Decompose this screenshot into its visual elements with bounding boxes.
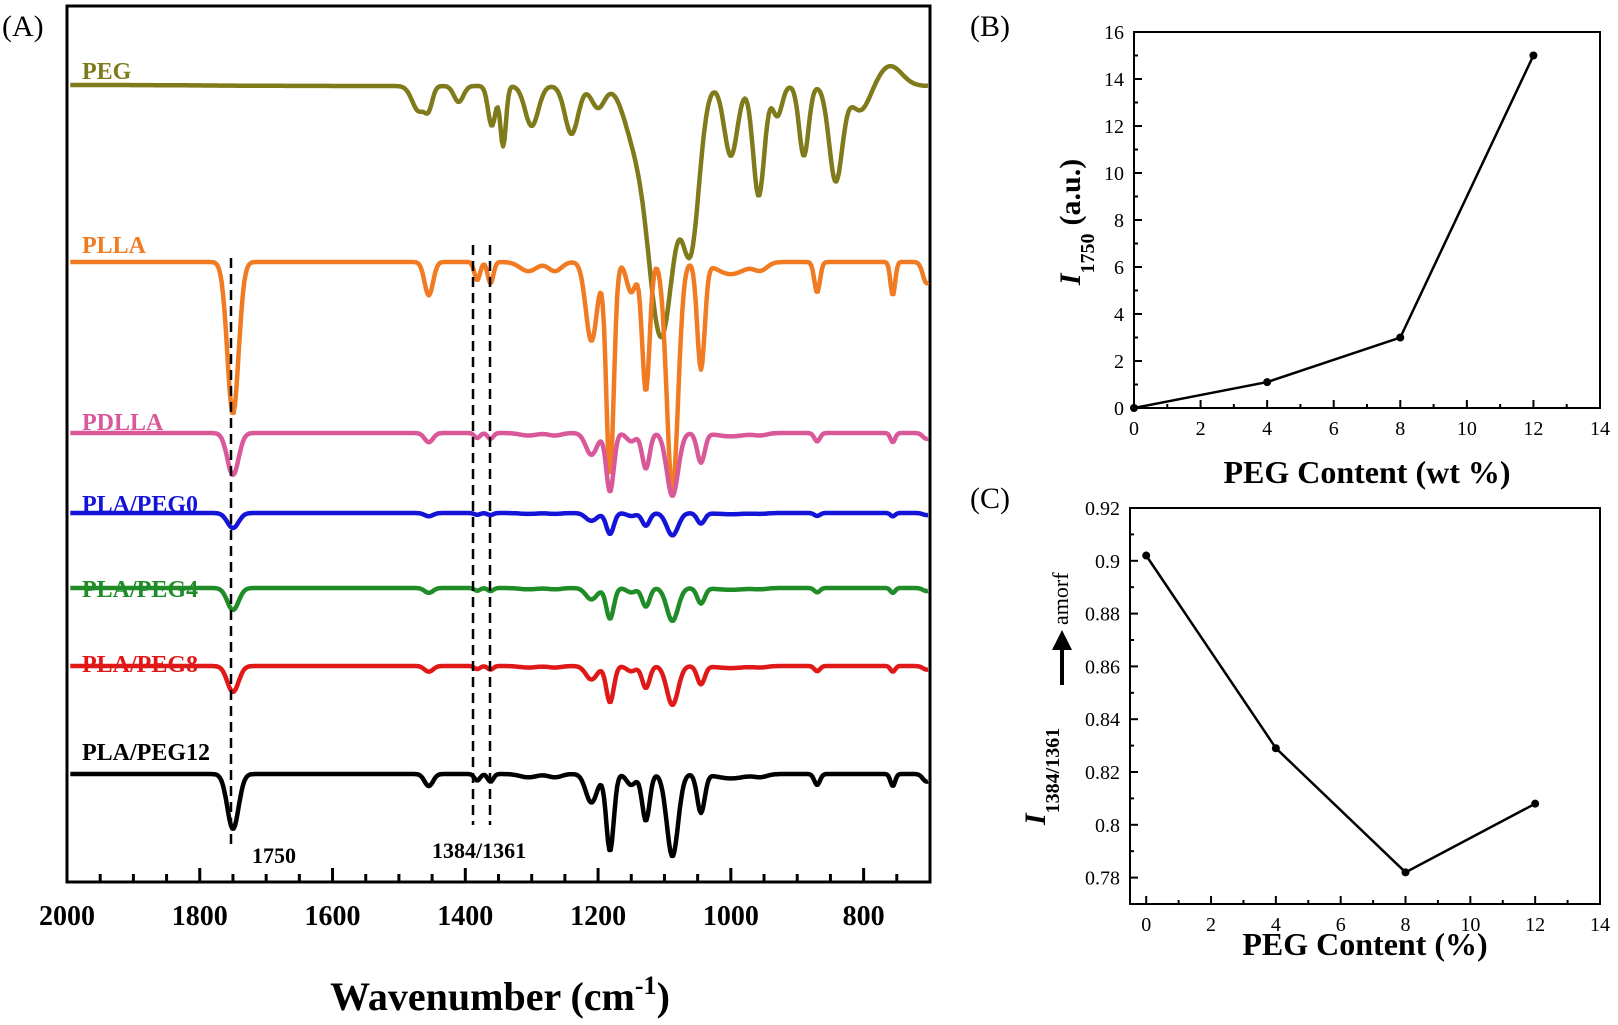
x-tick-label-0: 0	[1129, 418, 1139, 440]
series-label-pla-peg0: PLA/PEG0	[82, 492, 198, 518]
y-tick-label-0.8: 0.8	[1095, 815, 1120, 837]
data-point-1	[1271, 744, 1280, 753]
panel-b: (B) 0 2 4 6 8 10 12 14 0 2 4 6 8 10 12 14 16 PEG Conten…	[970, 10, 1610, 490]
data-point-2	[1396, 333, 1405, 342]
x-tick-label-800: 800	[843, 901, 885, 932]
y-tick-label-0.88: 0.88	[1085, 604, 1120, 626]
panel-a-series-labels: PEG PLLA PDLLA PLA/PEG0 PLA/PEG4 PLA/PEG…	[82, 59, 210, 766]
y-tick-label-0.9: 0.9	[1095, 551, 1120, 573]
y-tick-label-0.82: 0.82	[1085, 762, 1120, 784]
y-tick-label-6: 6	[1114, 257, 1124, 279]
x-tick-label-8: 8	[1395, 418, 1405, 440]
data-point-1	[1263, 378, 1272, 387]
series-label-pla-peg12: PLA/PEG12	[82, 740, 210, 766]
x-tick-label-2: 2	[1206, 914, 1216, 936]
panel-a-label: (A)	[2, 10, 44, 43]
x-tick-label-4: 4	[1271, 914, 1281, 936]
y-tick-label-4: 4	[1114, 304, 1124, 326]
panel-c-y-axis-note: amorf	[1048, 572, 1073, 625]
panel-c-y-axis-title: I1384/1361	[1019, 728, 1064, 826]
x-tick-label-10: 10	[1460, 914, 1480, 936]
series-label-plla: PLLA	[82, 233, 147, 259]
panel-c-y-tick-labels: 0.78 0.8 0.82 0.84 0.86 0.88 0.9 0.92	[1085, 498, 1120, 890]
panel-b-ticks	[1133, 31, 1601, 409]
panel-b-label: (B)	[970, 10, 1010, 43]
panel-c-x-axis-title: PEG Content (%)	[1242, 926, 1487, 962]
x-tick-label-12: 12	[1525, 914, 1545, 936]
data-point-3	[1531, 799, 1540, 808]
panel-a-x-axis-title: Wavenumber (cm-1)	[330, 971, 670, 1019]
spectrum-pla-peg8	[69, 663, 929, 707]
x-tick-label-10: 10	[1457, 418, 1477, 440]
panel-a: (A) PEG PLLA PDLLA PLA/PEG0 PLA/PEG4 PLA…	[2, 4, 932, 1019]
panel-c-frame	[1129, 507, 1601, 905]
y-tick-label-0.78: 0.78	[1085, 868, 1120, 890]
x-tick-label-1200: 1200	[570, 901, 626, 932]
x-tick-label-2000: 2000	[39, 901, 95, 932]
x-tick-label-14: 14	[1590, 418, 1610, 440]
y-tick-label-0.92: 0.92	[1085, 498, 1120, 520]
spectrum-pla-peg12	[69, 771, 929, 859]
y-tick-label-2: 2	[1114, 351, 1124, 373]
y-tick-label-14: 14	[1104, 69, 1124, 91]
y-tick-label-16: 16	[1104, 22, 1124, 44]
x-tick-label-0: 0	[1141, 914, 1151, 936]
x-tick-label-8: 8	[1401, 914, 1411, 936]
panel-a-spectra	[69, 63, 930, 859]
data-point-2	[1401, 868, 1410, 877]
y-tick-label-0.84: 0.84	[1085, 709, 1120, 731]
panel-b-y-axis-title: I1750(a.u.)	[1054, 159, 1099, 286]
panel-c-x-tick-labels: 0 2 4 6 8 10 12 14	[1141, 914, 1610, 936]
series-label-pla-peg4: PLA/PEG4	[82, 577, 198, 603]
x-tick-label-6: 6	[1329, 418, 1339, 440]
x-tick-label-12: 12	[1523, 418, 1543, 440]
y-tick-label-0: 0	[1114, 398, 1124, 420]
data-point-0	[1142, 551, 1151, 560]
panel-c-points	[1142, 551, 1540, 877]
x-tick-label-1800: 1800	[172, 901, 228, 932]
panel-b-points	[1130, 51, 1538, 412]
panel-c-series-line	[1145, 554, 1536, 874]
x-tick-label-1000: 1000	[703, 901, 759, 932]
x-tick-label-1600: 1600	[305, 901, 361, 932]
annotation-1384-1361: 1384/1361	[432, 838, 526, 863]
x-tick-label-1400: 1400	[437, 901, 493, 932]
data-point-3	[1529, 51, 1538, 60]
panel-c: (C) 0 2 4 6 8 10 12 14 0.780.80.820.840.860.880…	[970, 482, 1610, 962]
reference-lines	[229, 245, 492, 845]
y-tick-label-0.86: 0.86	[1085, 656, 1120, 678]
spectrum-pla-peg4	[69, 585, 929, 624]
y-tick-label-10: 10	[1104, 163, 1124, 185]
spectrum-peg	[69, 63, 929, 340]
panel-b-x-tick-labels: 0 2 4 6 8 10 12 14	[1129, 418, 1610, 440]
x-tick-label-14: 14	[1590, 914, 1610, 936]
y-tick-label-12: 12	[1104, 116, 1124, 138]
x-tick-label-2: 2	[1196, 418, 1206, 440]
series-label-peg: PEG	[82, 59, 132, 85]
spectrum-plla	[69, 259, 930, 491]
spectrum-pla-peg0	[69, 510, 929, 538]
panel-b-frame	[1133, 31, 1601, 409]
panel-b-series-line	[1133, 54, 1535, 410]
x-tick-label-4: 4	[1262, 418, 1272, 440]
panel-b-y-tick-labels: 0 2 4 6 8 10 12 14 16	[1104, 22, 1124, 420]
data-point-0	[1130, 404, 1138, 412]
x-tick-label-6: 6	[1336, 914, 1346, 936]
panel-a-x-ticks	[65, 868, 932, 882]
y-tick-label-8: 8	[1114, 210, 1124, 232]
series-label-pdlla: PDLLA	[82, 410, 164, 436]
annotation-1750: 1750	[252, 843, 296, 868]
panel-c-label: (C)	[970, 482, 1010, 515]
spectrum-pdlla	[69, 430, 929, 498]
panel-c-ticks	[1130, 507, 1601, 904]
series-label-pla-peg8: PLA/PEG8	[82, 652, 198, 678]
panel-b-x-axis-title: PEG Content (wt %)	[1223, 454, 1510, 490]
panel-a-x-tick-labels: 2000 1800 1600 1400 1200 1000 800	[39, 901, 885, 932]
